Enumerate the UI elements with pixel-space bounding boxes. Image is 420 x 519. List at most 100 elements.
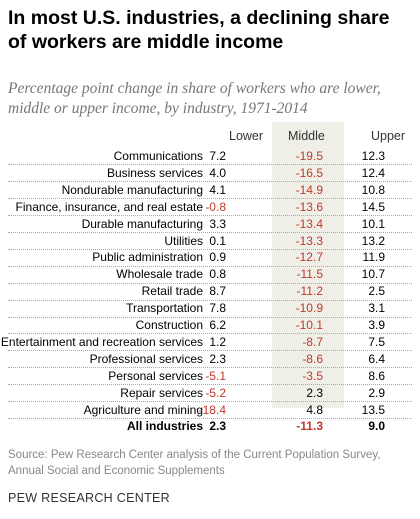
- table-row: Retail trade 8.7 -11.2 2.5: [0, 283, 420, 300]
- upper-value: 2.9: [368, 385, 385, 400]
- middle-value: -13.3: [295, 233, 323, 248]
- row-divider: [8, 350, 412, 352]
- table-row: Wholesale trade 0.8 -11.5 10.7: [0, 266, 420, 283]
- lower-value: -18.4: [198, 402, 226, 417]
- row-label: Agriculture and mining: [83, 402, 203, 417]
- row-divider: [8, 248, 412, 250]
- upper-value: 3.1: [368, 301, 385, 316]
- row-divider: [8, 265, 412, 267]
- table-row-total: All industries 2.3 -11.3 9.0: [0, 418, 420, 435]
- upper-value: 2.5: [368, 284, 385, 299]
- row-divider: [8, 299, 412, 301]
- row-divider: [8, 417, 412, 419]
- upper-value: 8.6: [368, 368, 385, 383]
- row-label: Professional services: [89, 351, 203, 366]
- table-row: Utilities 0.1 -13.3 13.2: [0, 233, 420, 250]
- middle-value: -11.2: [296, 284, 323, 299]
- middle-value: -11.5: [296, 267, 323, 282]
- upper-value: 7.5: [368, 334, 385, 349]
- upper-value: 6.4: [368, 351, 385, 366]
- upper-value: 10.8: [361, 182, 385, 197]
- brand-logo-text: PEW RESEARCH CENTER: [8, 491, 170, 505]
- table-row: Public administration 0.9 -12.7 11.9: [0, 249, 420, 266]
- row-label: Durable manufacturing: [81, 216, 203, 231]
- upper-value: 12.4: [361, 165, 385, 180]
- lower-value: 0.8: [209, 267, 226, 282]
- upper-value: 3.9: [368, 318, 385, 332]
- lower-value: 2.3: [209, 419, 226, 434]
- row-divider: [8, 181, 412, 183]
- middle-value: -11.3: [296, 419, 323, 434]
- table-row: Personal services -5.1 -3.5 8.6: [0, 368, 420, 385]
- middle-value: -13.6: [295, 199, 323, 214]
- lower-value: 0.1: [209, 233, 226, 248]
- lower-value: 2.3: [209, 351, 226, 366]
- chart-title: In most U.S. industries, a declining sha…: [8, 7, 390, 53]
- middle-value: -10.1: [295, 318, 323, 332]
- row-divider: [8, 333, 412, 335]
- lower-value: 4.1: [209, 182, 226, 197]
- row-label: Retail trade: [141, 284, 203, 299]
- table-row: Business services 4.0 -16.5 12.4: [0, 165, 420, 182]
- row-label: Finance, insurance, and real estate: [15, 199, 203, 214]
- middle-value: -8.6: [302, 351, 323, 366]
- row-label: Entertainment and recreation services: [0, 334, 203, 349]
- middle-value: -14.9: [295, 182, 323, 197]
- row-label: Business services: [106, 165, 203, 180]
- middle-value: 2.3: [306, 385, 323, 400]
- lower-value: 7.2: [209, 149, 226, 163]
- middle-value: -19.5: [295, 149, 323, 163]
- row-label: Transportation: [126, 301, 203, 316]
- source-note: Source: Pew Research Center analysis of …: [8, 449, 381, 477]
- row-divider: [8, 384, 412, 386]
- row-label: Public administration: [92, 250, 203, 265]
- column-header-upper: Upper: [371, 129, 406, 143]
- table-row: Communications 7.2 -19.5 12.3: [0, 148, 420, 165]
- row-divider: [8, 198, 412, 200]
- row-label: Communications: [113, 149, 203, 163]
- upper-value: 12.3: [361, 149, 385, 163]
- table-row: Transportation 7.8 -10.9 3.1: [0, 300, 420, 317]
- row-label: Nondurable manufacturing: [61, 182, 203, 197]
- column-header-middle: Middle: [288, 129, 325, 143]
- table-row: Durable manufacturing 3.3 -13.4 10.1: [0, 216, 420, 233]
- upper-value: 11.9: [362, 250, 385, 265]
- middle-value: -8.7: [302, 334, 323, 349]
- upper-value: 14.5: [361, 199, 385, 214]
- middle-value: 4.8: [306, 402, 323, 417]
- middle-value: -16.5: [295, 165, 323, 180]
- upper-value: 13.2: [361, 233, 385, 248]
- lower-value: -5.2: [205, 385, 226, 400]
- row-label: Repair services: [120, 385, 203, 400]
- upper-value: 9.0: [368, 419, 385, 434]
- row-divider: [8, 215, 412, 217]
- middle-column-highlight: [272, 122, 344, 408]
- lower-value: 4.0: [209, 165, 226, 180]
- table-row: Nondurable manufacturing 4.1 -14.9 10.8: [0, 182, 420, 199]
- lower-value: 1.2: [209, 334, 226, 349]
- column-header-lower: Lower: [229, 129, 264, 143]
- row-label: All industries: [126, 419, 203, 434]
- upper-value: 10.1: [361, 216, 385, 231]
- lower-value: 0.9: [209, 250, 226, 265]
- row-label: Utilities: [164, 233, 203, 248]
- table-row: Repair services -5.2 2.3 2.9: [0, 385, 420, 402]
- row-divider: [8, 367, 412, 369]
- table-row: Professional services 2.3 -8.6 6.4: [0, 351, 420, 368]
- lower-value: 6.2: [209, 318, 226, 332]
- lower-value: 8.7: [209, 284, 226, 299]
- row-divider: [8, 401, 412, 402]
- row-divider: [8, 164, 412, 166]
- table-row: Construction 6.2 -10.1 3.9: [0, 317, 420, 334]
- lower-value: -5.1: [205, 368, 226, 383]
- lower-value: 3.3: [209, 216, 226, 231]
- middle-value: -12.7: [295, 250, 323, 265]
- table-row: Finance, insurance, and real estate -0.8 -…: [0, 199, 420, 216]
- row-divider: [8, 316, 412, 318]
- table-row: Agriculture and mining -18.4 4.8 13.5: [0, 402, 420, 419]
- middle-value: -13.4: [295, 216, 323, 231]
- middle-value: -10.9: [295, 301, 323, 316]
- chart-subtitle: Percentage point change in share of work…: [8, 80, 381, 117]
- upper-value: 10.7: [361, 267, 385, 282]
